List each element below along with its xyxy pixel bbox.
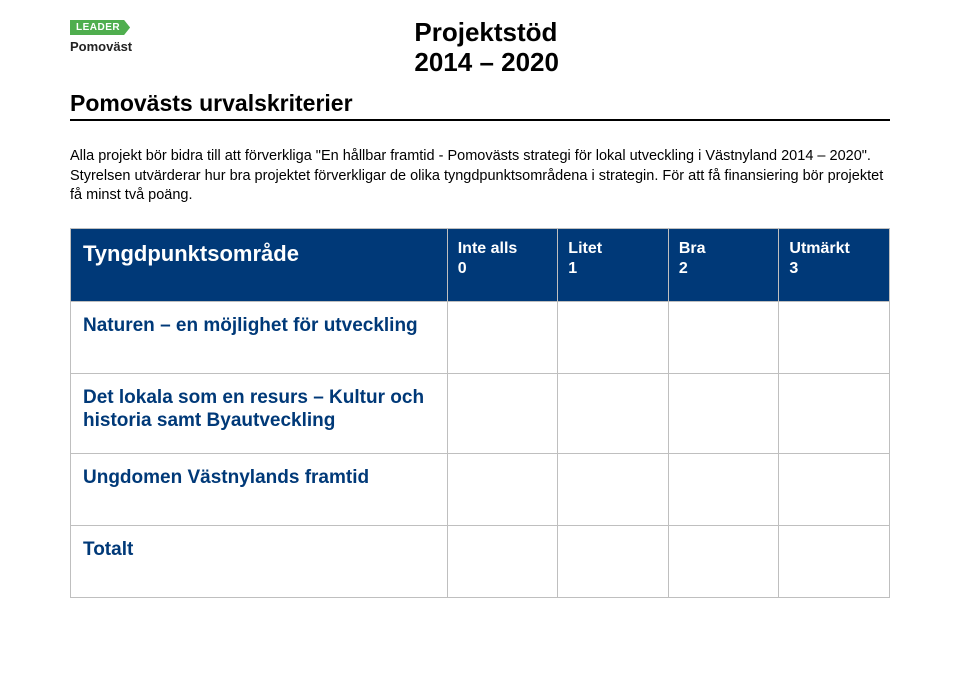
row-2-label: Ungdomen Västnylands framtid — [71, 454, 448, 526]
table-header-row: Tyngdpunktsområde Inte alls 0 Litet 1 Br… — [71, 228, 890, 301]
header-col-3-value: 3 — [789, 259, 879, 279]
row-3-label: Totalt — [71, 526, 448, 598]
page: LEADER Pomoväst Projektstöd 2014 – 2020 … — [0, 0, 960, 618]
title-line-1: Projektstöd — [414, 18, 559, 48]
header-col-1-label: Litet — [568, 239, 658, 259]
header-col-2-value: 2 — [679, 259, 769, 279]
header-col-2: Bra 2 — [668, 228, 779, 301]
divider — [70, 119, 890, 121]
header-label: Tyngdpunktsområde — [71, 228, 448, 301]
leader-tag-icon: LEADER — [70, 20, 130, 35]
subtitle: Pomovästs urvalskriterier — [70, 90, 890, 117]
row-1-label: Det lokala som en resurs – Kultur och hi… — [71, 373, 448, 454]
title-line-2: 2014 – 2020 — [414, 48, 559, 78]
table-row: Det lokala som en resurs – Kultur och hi… — [71, 373, 890, 454]
header-col-2-label: Bra — [679, 239, 769, 259]
cell — [779, 454, 890, 526]
cell — [668, 526, 779, 598]
header-col-3-label: Utmärkt — [789, 239, 879, 259]
header-col-3: Utmärkt 3 — [779, 228, 890, 301]
brand-label: Pomoväst — [70, 39, 132, 54]
header-col-1: Litet 1 — [558, 228, 669, 301]
cell — [558, 301, 669, 373]
criteria-table: Tyngdpunktsområde Inte alls 0 Litet 1 Br… — [70, 228, 890, 599]
cell — [447, 301, 558, 373]
table-row: Ungdomen Västnylands framtid — [71, 454, 890, 526]
page-title: Projektstöd 2014 – 2020 — [414, 18, 559, 78]
cell — [779, 373, 890, 454]
header-col-0-value: 0 — [458, 259, 548, 279]
cell — [668, 301, 779, 373]
cell — [447, 373, 558, 454]
table-row: Totalt — [71, 526, 890, 598]
cell — [779, 526, 890, 598]
row-0-label: Naturen – en möjlighet för utveckling — [71, 301, 448, 373]
header-col-0-label: Inte alls — [458, 239, 548, 259]
cell — [668, 454, 779, 526]
table-row: Naturen – en möjlighet för utveckling — [71, 301, 890, 373]
cell — [447, 526, 558, 598]
intro-text: Alla projekt bör bidra till att förverkl… — [70, 147, 890, 206]
header-col-0: Inte alls 0 — [447, 228, 558, 301]
cell — [558, 454, 669, 526]
cell — [558, 526, 669, 598]
cell — [447, 454, 558, 526]
cell — [779, 301, 890, 373]
cell — [558, 373, 669, 454]
cell — [668, 373, 779, 454]
header: LEADER Pomoväst Projektstöd 2014 – 2020 — [70, 18, 890, 54]
header-col-1-value: 1 — [568, 259, 658, 279]
logo-block: LEADER Pomoväst — [70, 20, 132, 54]
